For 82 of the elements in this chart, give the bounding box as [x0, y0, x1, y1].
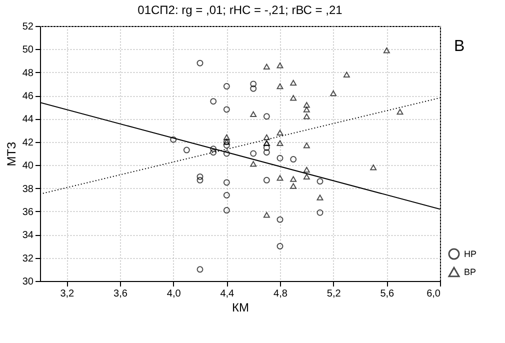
- x-tick-label: 6,0: [426, 288, 441, 300]
- point: [383, 47, 390, 54]
- point: [276, 83, 284, 90]
- y-tick-label: 38: [22, 184, 34, 195]
- point: [263, 64, 270, 70]
- point: [196, 173, 204, 180]
- y-tick-label: 44: [22, 114, 34, 126]
- x-axis-title: КМ: [232, 300, 249, 314]
- point: [276, 174, 284, 181]
- point: [290, 183, 297, 189]
- y-tick-label: 46: [22, 91, 34, 102]
- point: [250, 111, 257, 117]
- y-tick-label: 42: [22, 137, 34, 148]
- chart-title: 01СП2: rg = ,01; rНС = -,21; rВС = ,21: [138, 3, 343, 17]
- y-tick-label: 52: [22, 22, 34, 32]
- point: [276, 140, 284, 146]
- point: [303, 102, 310, 108]
- legend-label: ВР: [464, 267, 476, 277]
- text: В: [454, 38, 465, 55]
- y-tick-label: 48: [22, 68, 34, 79]
- legend-label: НР: [464, 249, 477, 259]
- point: [316, 178, 324, 185]
- point: [303, 114, 310, 120]
- x-tick-label: 4,4: [220, 288, 235, 300]
- point: [210, 149, 217, 156]
- point: [210, 146, 217, 152]
- x-tick-label: 4,8: [274, 288, 288, 300]
- point: [223, 192, 230, 198]
- point: [250, 161, 257, 167]
- point: [223, 207, 230, 214]
- y-tick-label: 32: [22, 253, 34, 264]
- point: [370, 164, 377, 170]
- point: [250, 150, 257, 157]
- point: [276, 242, 284, 250]
- x-tick-label: 5,6: [380, 288, 395, 300]
- y-tick-label: 36: [22, 206, 34, 218]
- point: [263, 113, 270, 120]
- point: [223, 134, 230, 140]
- point: [210, 98, 217, 105]
- point: [196, 60, 204, 66]
- point: [183, 146, 190, 154]
- point: [263, 149, 270, 156]
- point: [263, 212, 270, 218]
- point: [263, 134, 270, 140]
- point: [330, 90, 337, 96]
- point: [223, 106, 230, 113]
- point: [196, 266, 204, 273]
- point: [250, 80, 257, 88]
- y-tick-label: 40: [22, 160, 34, 172]
- point: [396, 108, 404, 115]
- point: [303, 142, 310, 148]
- point: [290, 176, 297, 182]
- point: [223, 142, 230, 149]
- point: [303, 166, 310, 173]
- point: [170, 136, 177, 143]
- point: [263, 144, 270, 151]
- point: [276, 130, 284, 136]
- x-tick-label: 3,6: [114, 288, 128, 300]
- x-tick-label: 5,2: [326, 288, 342, 300]
- point: [276, 62, 284, 68]
- point: [303, 106, 310, 112]
- point: [196, 176, 204, 184]
- y-tick-label: 30: [22, 276, 34, 288]
- point: [290, 80, 297, 86]
- y-tick-label: 34: [22, 230, 34, 242]
- point: [276, 154, 284, 162]
- point: [290, 156, 297, 163]
- point: [303, 174, 310, 180]
- x-tick-label: 3,2: [60, 288, 75, 300]
- point: [316, 209, 324, 216]
- point: [263, 176, 270, 184]
- point: [223, 179, 230, 186]
- y-axis-title: МТЗ: [4, 142, 18, 166]
- point: [290, 94, 297, 101]
- x-tick-label: 4,0: [166, 288, 182, 300]
- y-tick-label: 50: [22, 44, 34, 56]
- point: [223, 150, 230, 157]
- point: [250, 85, 257, 92]
- point: [316, 194, 324, 200]
- point: [343, 72, 350, 78]
- point: [276, 216, 284, 223]
- point: [223, 83, 230, 90]
